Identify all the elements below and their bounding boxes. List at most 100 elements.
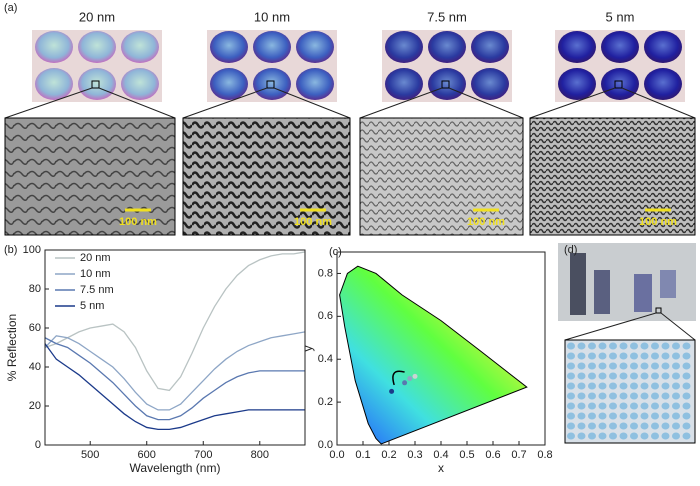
dot [385,68,423,100]
dot [558,68,596,100]
dot [598,342,607,350]
scale-bar-label: 100 nm [639,216,677,228]
dot [588,382,596,390]
dot [577,372,586,380]
dot [672,342,680,350]
dot [640,342,649,350]
dot [682,362,691,370]
x-tick-label: 0.6 [485,449,500,461]
dot [558,31,596,63]
dot [296,31,334,63]
dot [35,68,73,100]
dot [567,432,575,440]
panel-label: (b) [4,244,17,256]
dot [619,372,628,380]
dot [567,352,575,360]
dot [567,402,575,410]
y-tick-label: 20 [29,400,41,412]
dot [644,68,682,100]
dot [640,412,649,420]
dot [588,342,596,350]
y-tick-label: 0.4 [318,353,333,365]
dot [598,412,607,420]
x-tick-label: 0.8 [537,449,552,461]
dot [672,392,680,400]
legend-label: 20 nm [80,252,111,264]
scale-bar-label: 100 nm [294,216,332,228]
dot [598,422,607,430]
dot [672,382,680,390]
point [412,373,418,379]
zoom-line [564,312,657,341]
dot [644,31,682,63]
dot [588,352,596,360]
zoom-line [4,87,93,119]
dot [619,412,628,420]
y-axis-label: % Reflection [5,314,19,381]
line [44,251,306,392]
arrow [392,370,405,386]
y-tick-label: 60 [29,322,41,334]
dot [661,342,670,350]
dot [35,31,73,63]
dot [630,432,638,440]
dot [682,372,691,380]
x-tick-label: 0.7 [511,449,526,461]
gamut [339,265,528,445]
dot [682,392,691,400]
y-tick-label: 0.2 [318,396,333,408]
dot [619,402,628,410]
panel-label: (c) [329,246,342,258]
dot [651,352,659,360]
dot [598,382,607,390]
dot [609,432,617,440]
dot [609,422,617,430]
dot [609,372,617,380]
zoom-box [655,307,662,314]
dot [672,402,680,410]
dot [210,68,248,100]
dot [672,352,680,360]
dot [577,362,586,370]
line [44,331,306,411]
y-tick-label: 100 [23,244,41,256]
y-axis-label: y [301,346,315,352]
x-tick-label: 0.3 [407,449,422,461]
dot [672,422,680,430]
dot [661,412,670,420]
sample [594,270,610,314]
x-tick-label: 0.2 [381,449,396,461]
dot [296,68,334,100]
dot [598,402,607,410]
thickness-label: 7.5 nm [427,9,467,24]
dot [577,412,586,420]
dot [577,342,586,350]
y-tick-label: 40 [29,361,41,373]
legend-label: 5 nm [80,300,104,312]
dot [619,342,628,350]
dot [567,342,575,350]
thickness-label: 20 nm [79,9,115,24]
dot [640,352,649,360]
zoom-box [441,80,450,89]
dot [640,402,649,410]
dot [640,362,649,370]
sample [570,253,586,315]
dot [619,392,628,400]
dot [577,432,586,440]
dot [78,31,116,63]
dot [651,392,659,400]
zoom-line [529,87,616,119]
plot-frame [44,249,306,446]
dot [640,372,649,380]
dot [121,31,159,63]
dot [651,402,659,410]
dot [682,422,691,430]
dot [588,432,596,440]
dot [567,362,575,370]
zoom-line [621,87,696,119]
dot [577,402,586,410]
dot [588,412,596,420]
dot [601,31,639,63]
